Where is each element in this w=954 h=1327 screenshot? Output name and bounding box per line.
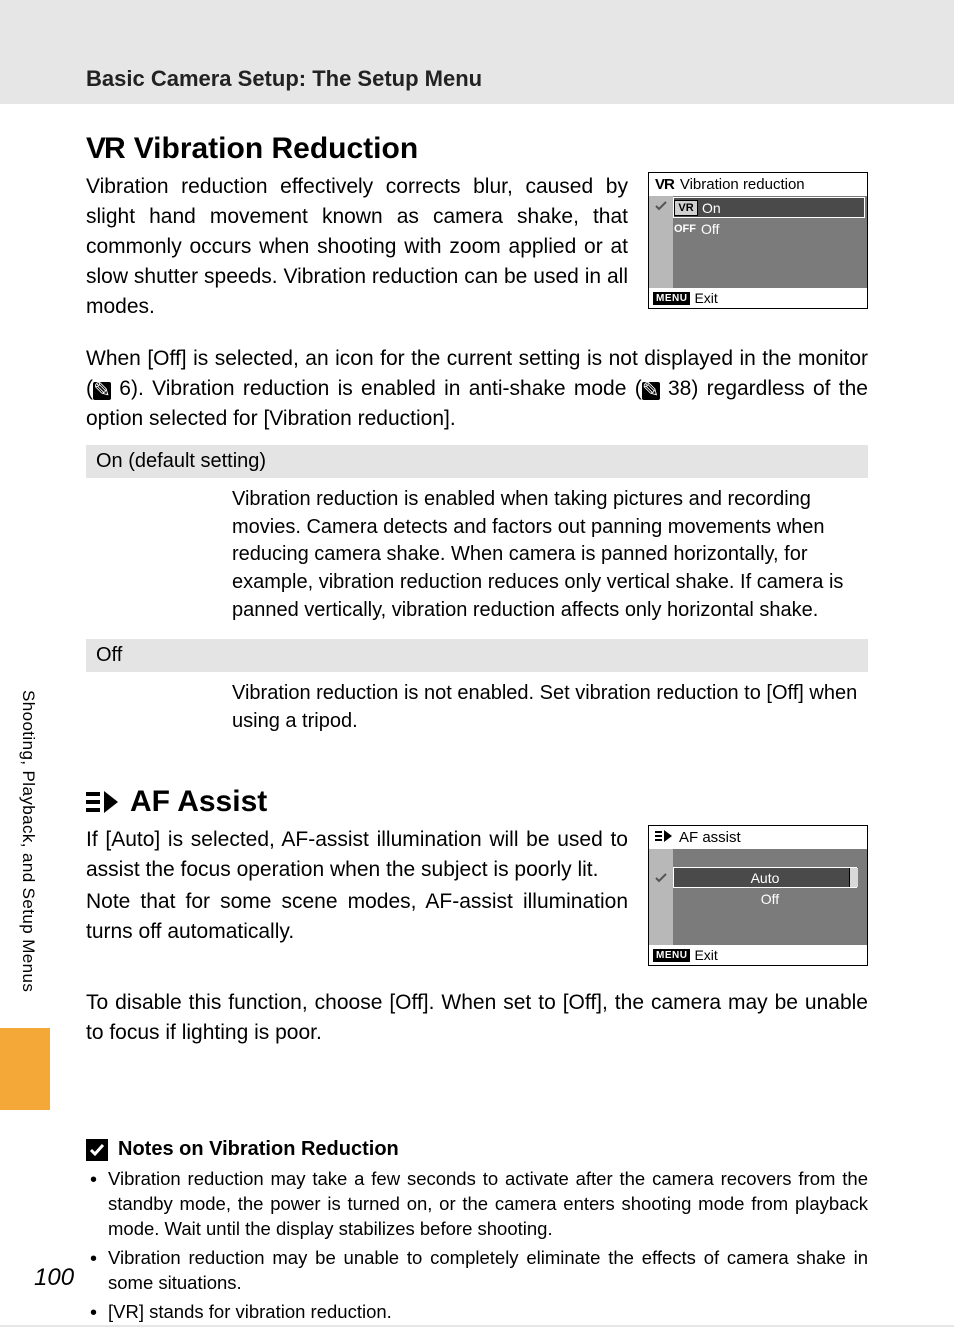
af-screen-icon [655,829,673,846]
vr-screen-left [649,196,673,288]
page-content: VR Vibration Reduction Vibration reducti… [0,108,954,1325]
af-auto-label: Auto [674,870,856,886]
af-screen-title: AF assist [679,829,741,846]
af-text-col: If [Auto] is selected, AF-assist illumin… [86,825,628,966]
breadcrumb: Basic Camera Setup: The Setup Menu [86,66,954,92]
af-screen-rows: Auto Off [673,849,867,945]
check-icon [653,871,669,885]
vr-screen-title: Vibration reduction [680,176,805,193]
header-band: Basic Camera Setup: The Setup Menu [0,0,954,104]
vr-screen-header: VR Vibration reduction [649,173,867,196]
vr-on-label: On [702,200,721,216]
vr-option-off-head: Off [86,638,868,672]
vr-option-off-body: Vibration reduction is not enabled. Set … [86,672,868,749]
side-tab: Shooting, Playback, and Setup Menus [0,690,50,1110]
af-para3: To disable this function, choose [Off]. … [86,988,868,1048]
menu-chip-icon: MENU [653,949,690,962]
vr-screen: VR Vibration reduction VR On OFF Of [648,172,868,309]
af-screen-footer: MENU Exit [649,945,867,965]
vr-screen-rows: VR On OFF Off [673,196,867,288]
af-assist-icon [86,789,120,815]
vr-screen-icon: VR [655,176,674,193]
section-title-af: AF Assist [86,785,868,819]
af-intro: If [Auto] is selected, AF-assist illumin… [86,825,628,885]
vr-on-badge: VR [674,200,698,216]
vr-screen-body: VR On OFF Off [649,196,867,288]
vr-off-badge: OFF [673,222,697,236]
vr-ref1: 6 [119,377,131,400]
vr-para2: When [Off] is selected, an icon for the … [86,344,868,434]
vr-icon: VR [86,132,124,166]
af-screen-header: AF assist [649,826,867,849]
vr-option-on[interactable]: VR On [673,197,865,218]
vr-option-off[interactable]: OFF Off [673,218,867,239]
af-screen-left [649,849,673,945]
notes-item: Vibration reduction may be unable to com… [86,1246,868,1296]
section-title-vr: VR Vibration Reduction [86,132,868,166]
af-screen-exit[interactable]: Exit [694,947,717,963]
notes-section: Notes on Vibration Reduction Vibration r… [86,1138,868,1325]
page-number: 100 [34,1264,74,1292]
vr-option-on-head: On (default setting) [86,444,868,478]
vr-options-table: On (default setting) Vibration reduction… [86,444,868,749]
ref-icon: ✎ [642,382,660,400]
notes-item: Vibration reduction may take a few secon… [86,1167,868,1242]
vr-intro-row: Vibration reduction effectively corrects… [86,172,868,322]
vr-option-on-body: Vibration reduction is enabled when taki… [86,478,868,638]
af-title-text: AF Assist [130,785,267,819]
checkmark-box-icon [86,1139,108,1161]
af-screen-body: Auto Off [649,849,867,945]
ref-icon: ✎ [93,382,111,400]
vr-title-text: Vibration Reduction [134,132,418,166]
notes-item: [VR] stands for vibration reduction. [86,1300,868,1325]
vr-p2b: ). Vibration reduction is enabled in ant… [131,377,642,400]
notes-list: Vibration reduction may take a few secon… [86,1167,868,1325]
vr-ref2: 38 [668,377,691,400]
af-off-label: Off [673,891,867,907]
af-option-auto[interactable]: Auto [673,867,857,888]
af-intro-row: If [Auto] is selected, AF-assist illumin… [86,825,868,966]
vr-intro-text: Vibration reduction effectively corrects… [86,172,628,322]
af-para2: Note that for some scene modes, AF-assis… [86,887,628,947]
af-option-off[interactable]: Off [673,888,867,909]
side-tab-accent [0,1028,50,1110]
check-icon [653,199,669,213]
af-section: AF Assist If [Auto] is selected, AF-assi… [86,785,868,1048]
vr-screen-exit[interactable]: Exit [694,290,717,306]
side-tab-label: Shooting, Playback, and Setup Menus [18,690,38,992]
notes-title-text: Notes on Vibration Reduction [118,1138,399,1161]
menu-chip-icon: MENU [653,292,690,305]
notes-title: Notes on Vibration Reduction [86,1138,868,1161]
af-screen: AF assist Auto Off [648,825,868,966]
vr-off-label: Off [701,221,719,237]
vr-screen-footer: MENU Exit [649,288,867,308]
